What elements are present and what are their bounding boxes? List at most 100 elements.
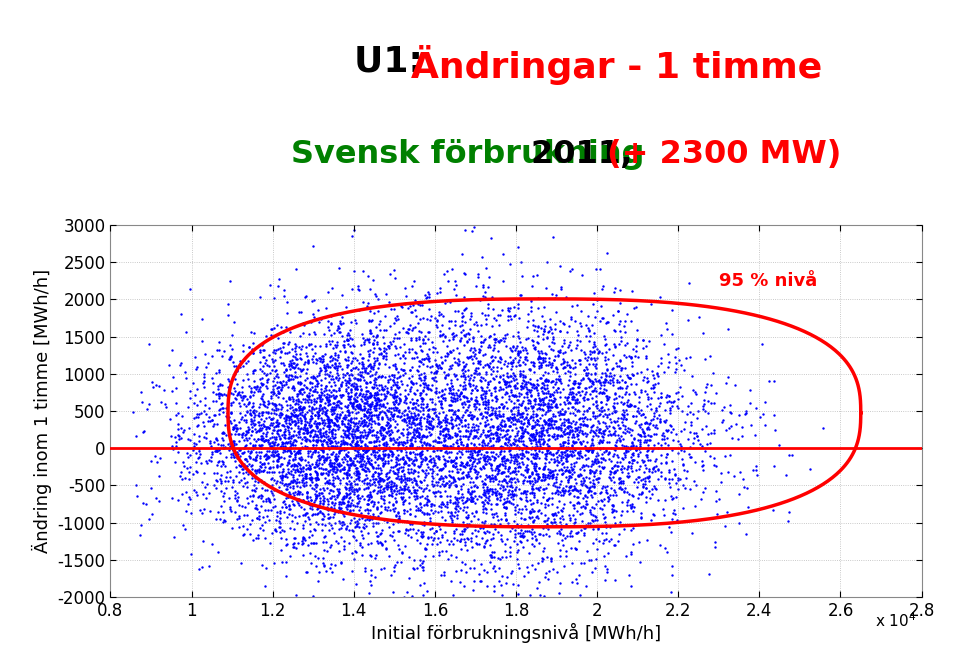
Point <box>311 457 326 468</box>
Point <box>476 454 492 465</box>
Point <box>576 364 591 375</box>
Point <box>578 523 593 533</box>
Point <box>541 353 557 364</box>
Point <box>449 411 465 422</box>
Point <box>539 528 554 539</box>
Point <box>531 303 546 313</box>
Point <box>352 370 368 381</box>
Point <box>471 568 487 579</box>
Point <box>312 484 327 495</box>
Point <box>297 415 312 426</box>
Point <box>564 446 579 457</box>
Point <box>382 429 397 440</box>
Point <box>256 416 272 427</box>
Point <box>253 490 269 501</box>
Point <box>380 417 396 428</box>
Point <box>196 375 211 386</box>
Point <box>329 336 345 347</box>
Point <box>335 312 350 323</box>
Point <box>581 486 596 497</box>
Point <box>309 421 324 432</box>
Point <box>300 427 316 437</box>
Point <box>469 385 485 396</box>
Point <box>514 380 529 391</box>
Point <box>432 306 447 317</box>
Point <box>340 425 355 436</box>
Point <box>531 431 546 442</box>
Point <box>517 354 533 364</box>
Point <box>460 533 475 544</box>
Point <box>336 424 351 435</box>
Point <box>490 409 505 420</box>
Point <box>623 462 638 473</box>
Point <box>349 466 365 476</box>
Point <box>392 299 407 310</box>
Point <box>407 410 422 421</box>
Point <box>300 433 315 444</box>
Point <box>290 465 305 476</box>
Point <box>506 515 521 526</box>
Point <box>350 374 366 384</box>
Point <box>174 423 189 433</box>
Point <box>370 446 385 457</box>
Point <box>429 462 444 472</box>
Point <box>563 446 578 456</box>
Point <box>453 460 468 470</box>
Point <box>674 445 689 456</box>
Point <box>488 443 503 454</box>
Point <box>284 392 300 403</box>
Point <box>490 479 505 490</box>
Point <box>324 497 340 507</box>
Point <box>438 331 453 342</box>
Point <box>557 484 572 495</box>
Point <box>502 420 517 431</box>
Point <box>653 291 668 302</box>
Point <box>300 358 316 369</box>
Point <box>629 445 644 456</box>
Point <box>327 358 343 368</box>
Point <box>335 473 350 484</box>
Point <box>291 386 306 397</box>
Point <box>467 520 482 531</box>
Point <box>413 433 428 444</box>
Point <box>296 473 311 484</box>
Point <box>170 407 185 418</box>
Point <box>333 444 348 455</box>
Point <box>569 528 585 539</box>
Point <box>485 428 500 439</box>
Point <box>597 377 612 388</box>
Point <box>420 417 435 427</box>
Point <box>591 405 607 416</box>
Point <box>227 437 242 448</box>
Point <box>684 398 699 409</box>
Point <box>315 351 330 362</box>
Point <box>340 402 355 413</box>
Point <box>585 406 600 417</box>
Point <box>510 346 525 356</box>
Point <box>286 384 301 395</box>
Point <box>495 275 511 286</box>
Point <box>421 455 437 466</box>
Point <box>695 465 710 476</box>
Point <box>295 424 310 435</box>
Point <box>555 384 570 395</box>
Point <box>387 422 402 433</box>
Point <box>361 457 376 468</box>
Point <box>540 401 556 412</box>
Point <box>545 334 561 345</box>
Point <box>583 505 598 515</box>
Point <box>414 394 429 405</box>
Point <box>412 482 427 493</box>
Point <box>525 409 540 419</box>
Point <box>443 361 458 372</box>
Point <box>282 399 298 410</box>
Point <box>564 300 580 311</box>
Point <box>320 315 335 326</box>
Point <box>595 452 611 463</box>
Point <box>341 407 356 417</box>
Point <box>272 466 287 477</box>
Point <box>781 506 797 517</box>
Point <box>660 397 675 407</box>
Point <box>343 415 358 425</box>
Point <box>521 511 537 522</box>
